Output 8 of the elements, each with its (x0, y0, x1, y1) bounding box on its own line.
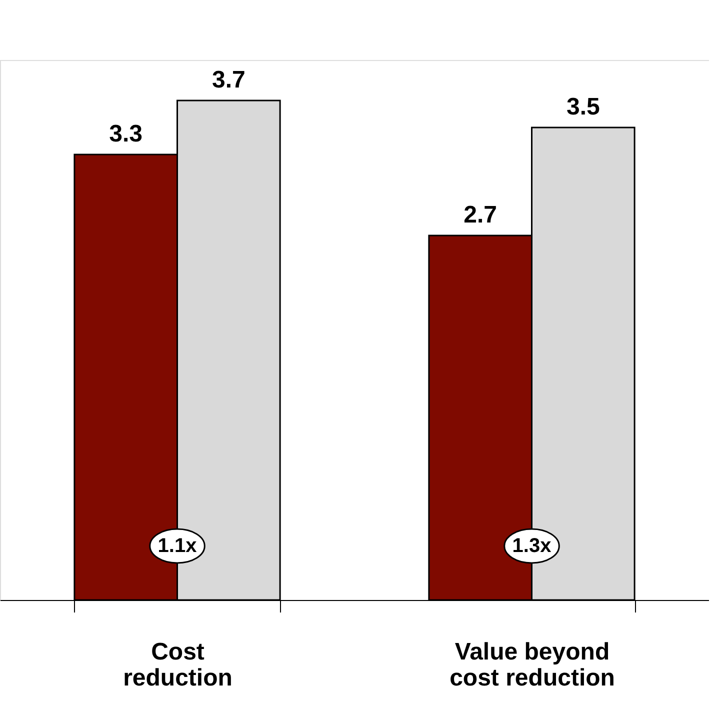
data-label: 3.3 (109, 120, 143, 148)
data-label: 3.7 (212, 66, 246, 94)
annotation: 1.1x (158, 535, 197, 557)
x-tick-label: Cost reduction (123, 638, 232, 692)
x-tick-label: Value beyond cost reduction (450, 638, 615, 692)
data-label: 3.5 (566, 94, 600, 120)
annotation: 1.3x (512, 535, 552, 557)
data-label: 2.7 (464, 202, 498, 228)
